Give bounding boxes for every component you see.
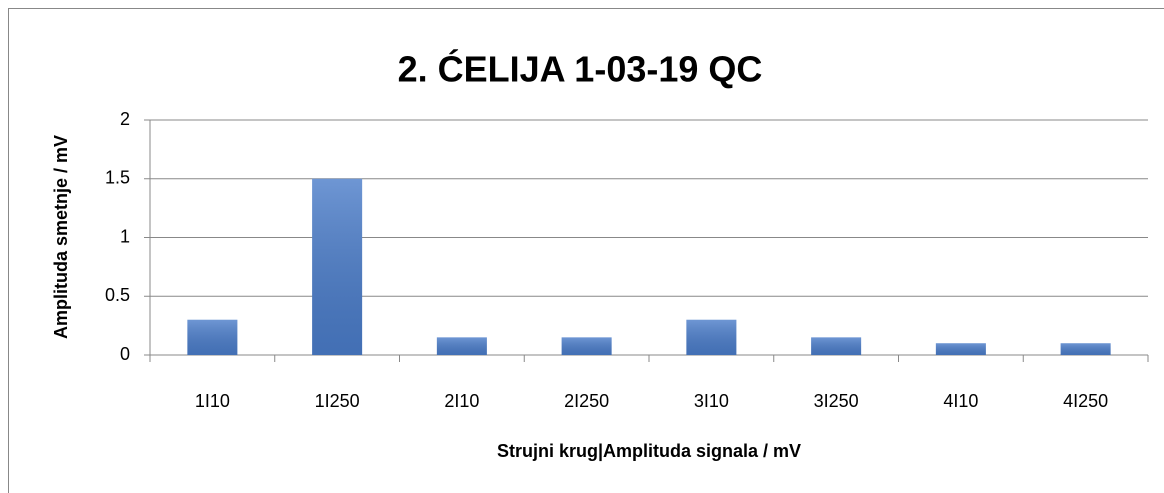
x-tick-label: 4I250 [1063, 391, 1108, 411]
y-tick-label: 1 [120, 226, 130, 246]
x-axis-title: Strujni krug|Amplituda signala / mV [497, 441, 801, 461]
x-tick-label: 4I10 [943, 391, 978, 411]
x-tick-label: 2I10 [444, 391, 479, 411]
x-tick-label: 1I10 [195, 391, 230, 411]
y-tick-label: 1.5 [105, 168, 130, 188]
y-tick-label: 0.5 [105, 285, 130, 305]
y-tick-label: 0 [120, 344, 130, 364]
bar-shade [935, 343, 986, 355]
bar-shade [187, 319, 238, 355]
chart-title: 2. ĆELIJA 1-03-19 QC [398, 48, 763, 90]
x-tick-label: 3I250 [814, 391, 859, 411]
bar-shade [436, 337, 487, 355]
bar-shade [811, 337, 862, 355]
bar-shade [1060, 343, 1111, 355]
y-axis-title: Amplituda smetnje / mV [51, 135, 71, 339]
bar-shade [312, 178, 363, 355]
bar-shade [686, 319, 737, 355]
x-tick-label: 2I250 [564, 391, 609, 411]
x-tick-label: 1I250 [315, 391, 360, 411]
chart-border [8, 8, 1164, 493]
y-tick-label: 2 [120, 109, 130, 129]
bar-shade [561, 337, 612, 355]
x-tick-label: 3I10 [694, 391, 729, 411]
